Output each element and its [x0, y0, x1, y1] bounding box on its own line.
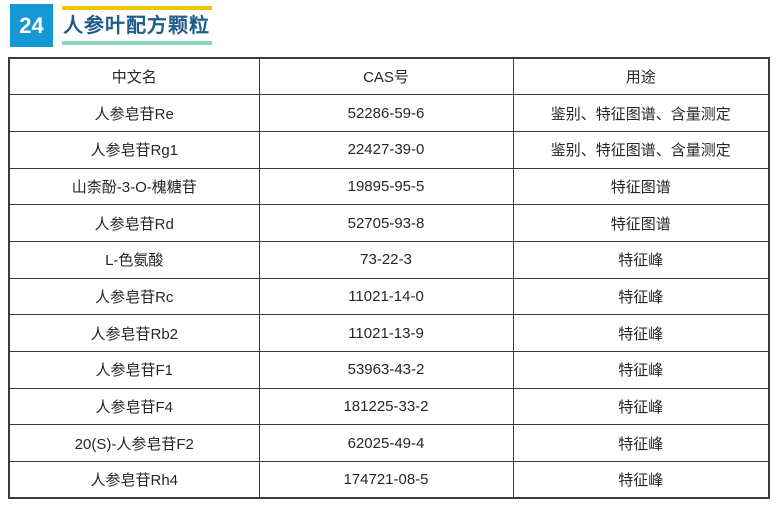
usage-cell: 鉴别、特征图谱、含量测定 — [512, 94, 770, 132]
cas-number-cell: 19895-95-5 — [258, 167, 514, 206]
cas-number-cell: 11021-13-9 — [258, 314, 514, 352]
chinese-name-cell: 人参皂苷Rh4 — [8, 461, 260, 499]
table-row: 人参皂苷Rc 11021-14-0 特征峰 — [8, 277, 770, 316]
cas-number-cell: 52705-93-8 — [258, 204, 514, 242]
cas-number-cell: 73-22-3 — [258, 240, 514, 279]
cas-number-cell: 52286-59-6 — [258, 94, 514, 132]
table-header-row: 中文名 CAS号 用途 — [8, 57, 770, 96]
cas-number-cell: 174721-08-5 — [258, 461, 514, 499]
table-row: 人参皂苷Rb2 11021-13-9 特征峰 — [8, 314, 770, 352]
table-row: 人参皂苷Re 52286-59-6 鉴别、特征图谱、含量测定 — [8, 94, 770, 132]
table-row: 人参皂苷Rd 52705-93-8 特征图谱 — [8, 204, 770, 242]
table-row: L-色氨酸 73-22-3 特征峰 — [8, 240, 770, 279]
table-row: 山柰酚-3-O-槐糖苷 19895-95-5 特征图谱 — [8, 167, 770, 206]
title-block: 人参叶配方颗粒 — [62, 6, 212, 45]
cas-number-cell: 62025-49-4 — [258, 424, 514, 463]
usage-cell: 特征峰 — [512, 277, 770, 316]
usage-cell: 特征峰 — [512, 424, 770, 463]
table-row: 人参皂苷F4 181225-33-2 特征峰 — [8, 387, 770, 426]
usage-cell: 特征峰 — [512, 351, 770, 389]
usage-cell: 特征图谱 — [512, 204, 770, 242]
usage-cell: 特征峰 — [512, 387, 770, 426]
cas-number-cell: 53963-43-2 — [258, 351, 514, 389]
header-cell-cas-number: CAS号 — [258, 57, 514, 96]
chinese-name-cell: 人参皂苷Rc — [8, 277, 260, 316]
chinese-name-cell: 人参皂苷Rb2 — [8, 314, 260, 352]
usage-cell: 特征图谱 — [512, 167, 770, 206]
chinese-name-cell: L-色氨酸 — [8, 240, 260, 279]
chinese-name-cell: 山柰酚-3-O-槐糖苷 — [8, 167, 260, 206]
table-row: 人参皂苷Rh4 174721-08-5 特征峰 — [8, 461, 770, 499]
section-number-badge: 24 — [10, 4, 53, 47]
compound-table: 中文名 CAS号 用途 人参皂苷Re 52286-59-6 鉴别、特征图谱、含量测定… — [8, 57, 770, 500]
table-body: 人参皂苷Re 52286-59-6 鉴别、特征图谱、含量测定 人参皂苷Rg1 22427… — [8, 94, 770, 499]
usage-cell: 特征峰 — [512, 461, 770, 499]
header-cell-chinese-name: 中文名 — [8, 57, 260, 96]
chinese-name-cell: 人参皂苷Re — [8, 94, 260, 132]
cas-number-cell: 22427-39-0 — [258, 130, 514, 169]
chinese-name-cell: 人参皂苷Rd — [8, 204, 260, 242]
chinese-name-cell: 20(S)-人参皂苷F2 — [8, 424, 260, 463]
table-row: 人参皂苷Rg1 22427-39-0 鉴别、特征图谱、含量测定 — [8, 130, 770, 169]
usage-cell: 鉴别、特征图谱、含量测定 — [512, 130, 770, 169]
table-row: 人参皂苷F1 53963-43-2 特征峰 — [8, 351, 770, 389]
table-row: 20(S)-人参皂苷F2 62025-49-4 特征峰 — [8, 424, 770, 463]
cas-number-cell: 181225-33-2 — [258, 387, 514, 426]
chinese-name-cell: 人参皂苷F1 — [8, 351, 260, 389]
chinese-name-cell: 人参皂苷Rg1 — [8, 130, 260, 169]
cas-number-cell: 11021-14-0 — [258, 277, 514, 316]
usage-cell: 特征峰 — [512, 240, 770, 279]
header-cell-usage: 用途 — [512, 57, 770, 96]
usage-cell: 特征峰 — [512, 314, 770, 352]
page-title: 人参叶配方颗粒 — [62, 6, 212, 45]
chinese-name-cell: 人参皂苷F4 — [8, 387, 260, 426]
